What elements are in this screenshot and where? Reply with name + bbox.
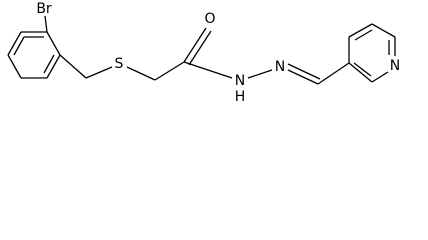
- bond: [183, 27, 207, 63]
- atom-label: N: [275, 59, 285, 75]
- bond: [126, 66, 156, 81]
- bonds: [7, 15, 396, 85]
- bond: [247, 69, 273, 79]
- bond: [46, 54, 61, 79]
- atom-label: O: [204, 11, 215, 27]
- bond: [353, 62, 372, 77]
- bond: [354, 29, 373, 41]
- atom-labels: Br S O N H N N: [36, 1, 400, 105]
- bond: [7, 54, 22, 79]
- bond: [371, 71, 389, 83]
- atom-label: Br: [36, 1, 52, 17]
- bond: [154, 61, 185, 81]
- bond: [85, 66, 113, 79]
- bond: [59, 54, 87, 79]
- bond: [348, 23, 373, 38]
- atom-label: N: [390, 58, 400, 74]
- bond: [7, 31, 22, 56]
- bond: [43, 54, 55, 74]
- bond: [371, 23, 396, 38]
- atom-label: N: [235, 73, 245, 89]
- bond: [188, 30, 212, 66]
- atom-label: H: [235, 89, 246, 105]
- bond: [317, 62, 350, 85]
- page: {"atoms": {"bromine": "Br", "sulfur": "S…: [0, 0, 428, 108]
- bond: [13, 36, 25, 56]
- bond: [46, 31, 61, 56]
- bond: [44, 15, 48, 33]
- bond: [348, 62, 373, 83]
- bond: [287, 63, 321, 80]
- structure-diagram: Br S O N H N N: [7, 1, 400, 105]
- bond: [287, 69, 319, 85]
- atom-label: S: [115, 56, 124, 72]
- bond: [183, 61, 233, 79]
